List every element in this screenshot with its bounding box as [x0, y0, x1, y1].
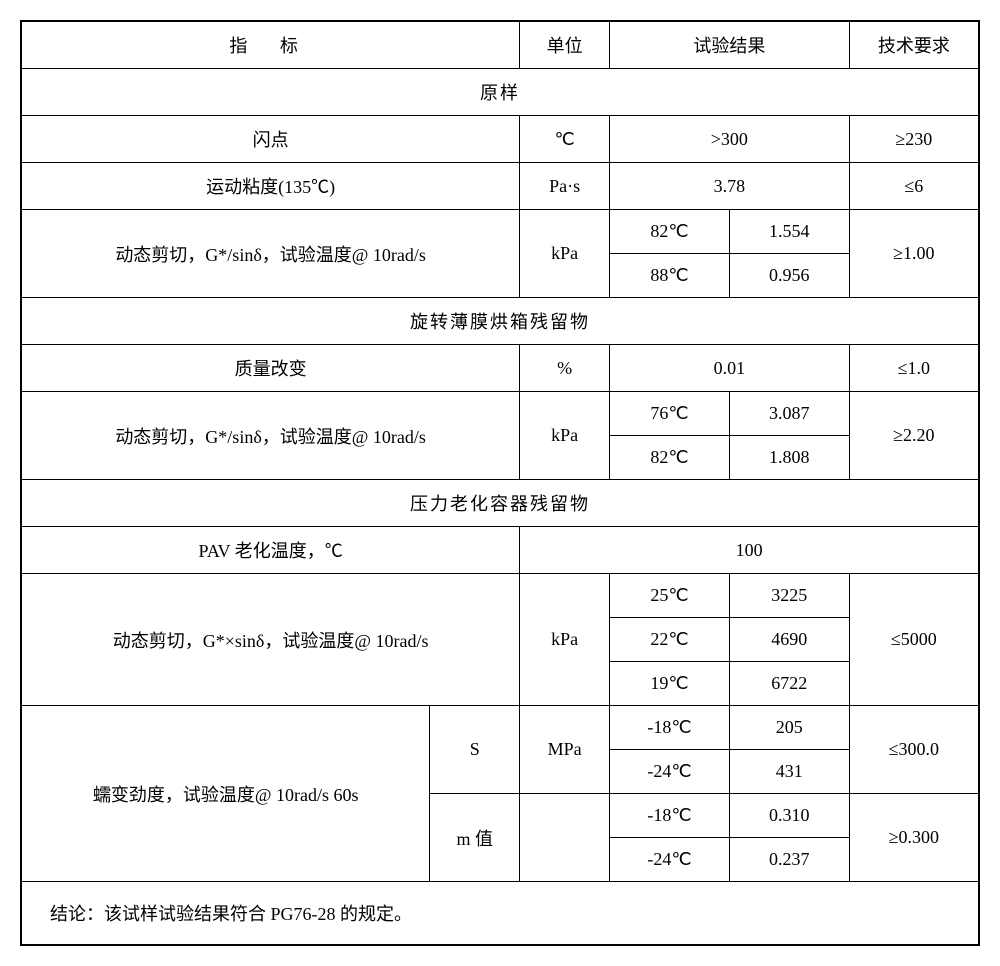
- shear1-v2: 0.956: [729, 254, 849, 298]
- section1-title-row: 原样: [21, 69, 979, 116]
- section3-title-row: 压力老化容器残留物: [21, 480, 979, 527]
- creep-s-label: S: [430, 706, 520, 794]
- flash-unit: ℃: [520, 116, 610, 163]
- header-requirement: 技术要求: [849, 21, 979, 69]
- creep-m-unit: [520, 794, 610, 882]
- shear1-req: ≥1.00: [849, 210, 979, 298]
- creep-s-v2: 431: [729, 750, 849, 794]
- shear3-unit: kPa: [520, 574, 610, 706]
- creep-s-t1: -18℃: [610, 706, 730, 750]
- viscosity-req: ≤6: [849, 163, 979, 210]
- shear2-req: ≥2.20: [849, 392, 979, 480]
- spec-table: 指 标 单位 试验结果 技术要求 原样 闪点 ℃ >300 ≥230 运动粘度(…: [20, 20, 980, 946]
- header-unit: 单位: [520, 21, 610, 69]
- mass-req: ≤1.0: [849, 345, 979, 392]
- mass-label: 质量改变: [21, 345, 520, 392]
- shear1-label: 动态剪切，G*/sinδ，试验温度@ 10rad/s: [21, 210, 520, 298]
- shear3-row1: 动态剪切，G*×sinδ，试验温度@ 10rad/s kPa 25℃ 3225 …: [21, 574, 979, 618]
- pav-row: PAV 老化温度，℃ 100: [21, 527, 979, 574]
- viscosity-label: 运动粘度(135℃): [21, 163, 520, 210]
- creep-m-label: m 值: [430, 794, 520, 882]
- creep-m-t2: -24℃: [610, 838, 730, 882]
- section2-title-row: 旋转薄膜烘箱残留物: [21, 298, 979, 345]
- shear3-req: ≤5000: [849, 574, 979, 706]
- shear1-v1: 1.554: [729, 210, 849, 254]
- section2-title: 旋转薄膜烘箱残留物: [21, 298, 979, 345]
- shear2-t1: 76℃: [610, 392, 730, 436]
- mass-row: 质量改变 % 0.01 ≤1.0: [21, 345, 979, 392]
- shear2-v2: 1.808: [729, 436, 849, 480]
- shear2-t2: 82℃: [610, 436, 730, 480]
- flash-label: 闪点: [21, 116, 520, 163]
- header-indicator: 指 标: [21, 21, 520, 69]
- creep-s-v1: 205: [729, 706, 849, 750]
- shear2-label: 动态剪切，G*/sinδ，试验温度@ 10rad/s: [21, 392, 520, 480]
- header-result: 试验结果: [610, 21, 850, 69]
- header-row: 指 标 单位 试验结果 技术要求: [21, 21, 979, 69]
- conclusion-text: 结论：该试样试验结果符合 PG76-28 的规定。: [21, 882, 979, 946]
- shear1-unit: kPa: [520, 210, 610, 298]
- viscosity-result: 3.78: [610, 163, 850, 210]
- shear3-v3: 6722: [729, 662, 849, 706]
- shear3-t1: 25℃: [610, 574, 730, 618]
- creep-m-v2: 0.237: [729, 838, 849, 882]
- creep-s-req: ≤300.0: [849, 706, 979, 794]
- mass-result: 0.01: [610, 345, 850, 392]
- shear3-label: 动态剪切，G*×sinδ，试验温度@ 10rad/s: [21, 574, 520, 706]
- shear2-row1: 动态剪切，G*/sinδ，试验温度@ 10rad/s kPa 76℃ 3.087…: [21, 392, 979, 436]
- creep-label: 蠕变劲度，试验温度@ 10rad/s 60s: [21, 706, 430, 882]
- creep-m-req: ≥0.300: [849, 794, 979, 882]
- creep-row1: 蠕变劲度，试验温度@ 10rad/s 60s S MPa -18℃ 205 ≤3…: [21, 706, 979, 750]
- shear3-v2: 4690: [729, 618, 849, 662]
- creep-m-v1: 0.310: [729, 794, 849, 838]
- viscosity-row: 运动粘度(135℃) Pa·s 3.78 ≤6: [21, 163, 979, 210]
- pav-label: PAV 老化温度，℃: [21, 527, 520, 574]
- shear1-t1: 82℃: [610, 210, 730, 254]
- viscosity-unit: Pa·s: [520, 163, 610, 210]
- creep-m-t1: -18℃: [610, 794, 730, 838]
- pav-result: 100: [520, 527, 979, 574]
- conclusion-row: 结论：该试样试验结果符合 PG76-28 的规定。: [21, 882, 979, 946]
- creep-s-t2: -24℃: [610, 750, 730, 794]
- flash-row: 闪点 ℃ >300 ≥230: [21, 116, 979, 163]
- shear3-v1: 3225: [729, 574, 849, 618]
- creep-s-unit: MPa: [520, 706, 610, 794]
- shear2-unit: kPa: [520, 392, 610, 480]
- mass-unit: %: [520, 345, 610, 392]
- shear3-t2: 22℃: [610, 618, 730, 662]
- flash-result: >300: [610, 116, 850, 163]
- section3-title: 压力老化容器残留物: [21, 480, 979, 527]
- shear2-v1: 3.087: [729, 392, 849, 436]
- shear3-t3: 19℃: [610, 662, 730, 706]
- flash-req: ≥230: [849, 116, 979, 163]
- shear1-t2: 88℃: [610, 254, 730, 298]
- section1-title: 原样: [21, 69, 979, 116]
- shear1-row1: 动态剪切，G*/sinδ，试验温度@ 10rad/s kPa 82℃ 1.554…: [21, 210, 979, 254]
